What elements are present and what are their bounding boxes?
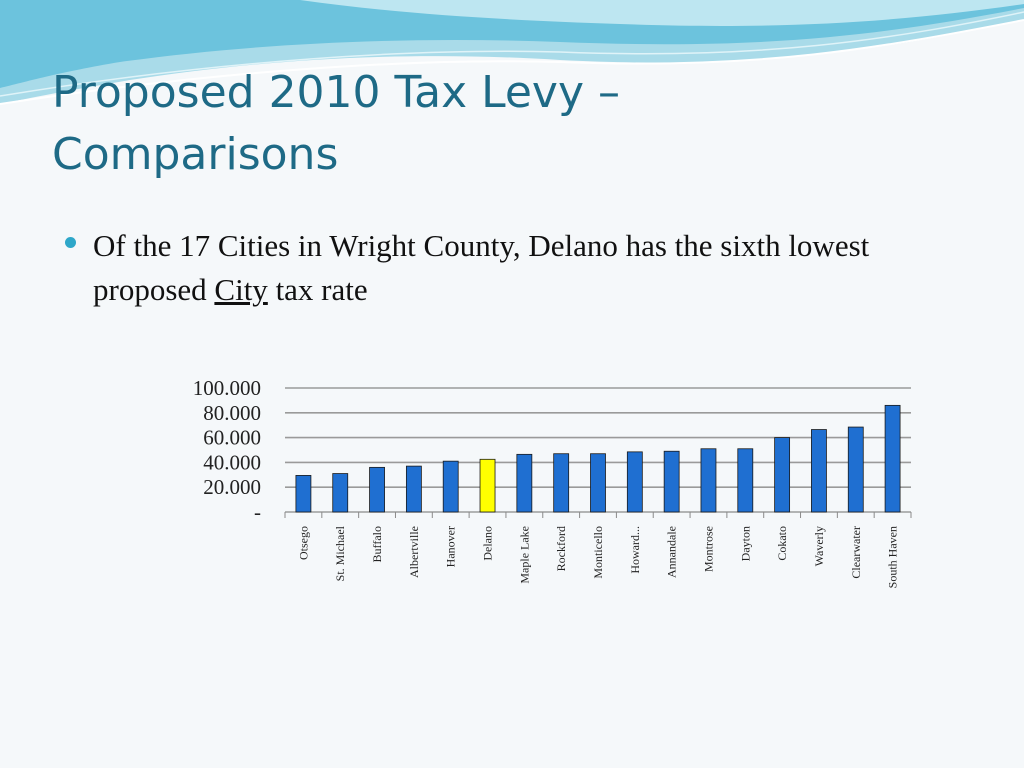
x-tick-label: Annandale (665, 526, 679, 578)
x-tick-label: Rockford (554, 526, 568, 571)
bullet-dot-icon (65, 237, 76, 248)
slide-title: Proposed 2010 Tax Levy – Comparisons (52, 62, 952, 186)
bullet-text: Of the 17 Cities in Wright County, Delan… (93, 224, 984, 312)
slide-title-line-1: Proposed 2010 Tax Levy – (52, 67, 620, 118)
x-tick-label: Buffalo (370, 526, 384, 562)
chart-x-axis-labels: Otsego St. Michael Buffalo Albertville Hanov… (296, 525, 899, 588)
y-tick-label: - (254, 500, 261, 524)
x-tick-label: Clearwater (849, 526, 863, 579)
bar-maple-lake (516, 453, 533, 513)
x-tick-label: Waverly (812, 526, 826, 566)
x-tick-label: St. Michael (333, 525, 347, 581)
bar-otsego (295, 475, 312, 513)
x-tick-label: Dayton (738, 526, 752, 561)
bullet-text-underlined: City (214, 272, 268, 307)
slide-title-line-2: Comparisons (52, 129, 339, 180)
decorative-wave-background (0, 0, 1024, 105)
y-tick-label: 40.000 (203, 450, 261, 474)
x-tick-label: Otsego (296, 526, 310, 560)
y-tick-label: 80.000 (203, 401, 261, 425)
bar-cokato (774, 437, 791, 513)
y-tick-label: 20.000 (203, 475, 261, 499)
x-tick-label: South Haven (886, 526, 900, 588)
bullet-text-end: tax rate (267, 272, 368, 307)
bar-rockford (553, 453, 570, 513)
x-tick-label: Delano (481, 526, 495, 561)
bar-waverly (811, 429, 827, 513)
bar-howard (626, 451, 643, 513)
bar-hanover (442, 460, 459, 513)
y-tick-label: 100.000 (193, 376, 261, 400)
x-tick-label: Howard... (628, 526, 642, 574)
x-tick-label: Montrose (701, 526, 715, 572)
bullet-text-main: Of the 17 Cities in Wright County, Delan… (93, 228, 870, 307)
bar-albertville (405, 465, 422, 513)
bullet-point: Of the 17 Cities in Wright County, Delan… (64, 224, 984, 312)
x-tick-label: Monticello (591, 526, 605, 579)
bar-dayton (737, 448, 754, 513)
bar-st-michael (332, 473, 349, 513)
chart-bars (295, 404, 901, 513)
y-tick-label: 60.000 (203, 426, 261, 450)
x-tick-label: Cokato (775, 526, 789, 561)
x-tick-label: Hanover (444, 526, 458, 567)
bar-south-haven (884, 404, 901, 513)
bar-monticello (590, 453, 606, 513)
bar-clearwater (847, 426, 864, 513)
x-tick-label: Albertville (407, 526, 421, 578)
bar-buffalo (369, 466, 385, 513)
bar-montrose (700, 448, 717, 513)
bar-delano (479, 458, 496, 513)
x-tick-label: Maple Lake (517, 526, 531, 584)
bar-annandale (663, 450, 680, 513)
